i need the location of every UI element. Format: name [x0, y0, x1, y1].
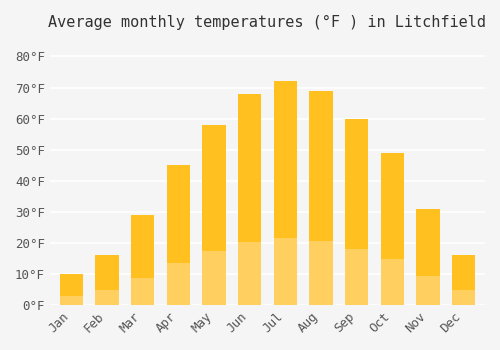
Bar	[166, 165, 190, 305]
Bar	[202, 251, 226, 305]
Bar	[380, 259, 404, 305]
Bar	[166, 263, 190, 305]
Bar	[96, 255, 118, 305]
Bar	[380, 153, 404, 305]
Bar	[416, 276, 440, 305]
Bar	[416, 209, 440, 305]
Bar	[345, 119, 368, 305]
Bar	[310, 91, 332, 305]
Title: Average monthly temperatures (°F ) in Litchfield: Average monthly temperatures (°F ) in Li…	[48, 15, 486, 30]
Bar	[274, 81, 297, 305]
Bar	[274, 238, 297, 305]
Bar	[131, 278, 154, 305]
Bar	[60, 296, 83, 305]
Bar	[310, 241, 332, 305]
Bar	[452, 290, 475, 305]
Bar	[238, 94, 261, 305]
Bar	[345, 249, 368, 305]
Bar	[452, 255, 475, 305]
Bar	[96, 290, 118, 305]
Bar	[202, 125, 226, 305]
Bar	[131, 215, 154, 305]
Bar	[238, 241, 261, 305]
Bar	[60, 274, 83, 305]
